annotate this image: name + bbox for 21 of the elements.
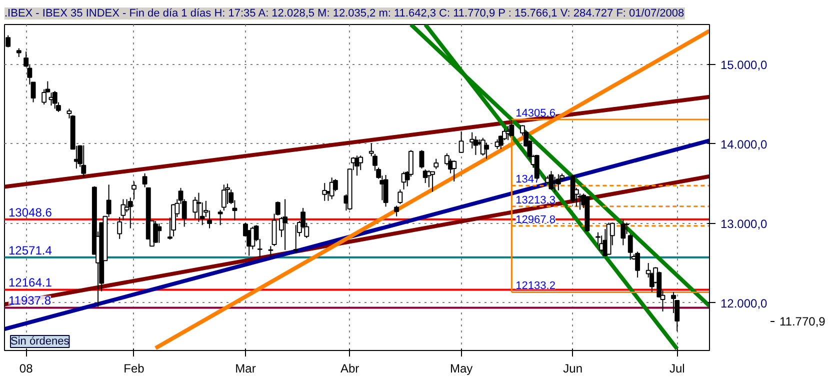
x-tick-label: Feb bbox=[124, 362, 145, 376]
series-label: 12133.2 bbox=[516, 280, 556, 292]
x-tick-label: 08 bbox=[19, 362, 34, 376]
series-label: 12967.8 bbox=[516, 214, 556, 226]
ref-line-label: 11937.8 bbox=[8, 294, 52, 308]
y-tick-label: 13.000,0 bbox=[720, 216, 768, 231]
y-tick-label: 14.000,0 bbox=[720, 137, 768, 152]
ref-line-label: 13048.6 bbox=[8, 205, 52, 220]
x-tick-label: Abr bbox=[340, 362, 360, 376]
ref-line-label: 12571.4 bbox=[8, 243, 52, 258]
chart-title: .IBEX - IBEX 35 INDEX - Fin de día 1 días H: 17:35 A: 12.028,5 M: 12.035,2 m: 11.642,3 C: 11.770,9 P : 15.766,1 V: 284.727 F: 01/07/2008 bbox=[4, 8, 684, 20]
ref-line-label: 12164.1 bbox=[8, 276, 52, 290]
y-tick-label: 15.000,0 bbox=[720, 58, 768, 72]
x-tick-label: May bbox=[450, 362, 473, 376]
text: 11.770,9 bbox=[780, 314, 826, 329]
x-tick-label: Jul bbox=[669, 362, 685, 376]
x-tick-label: Jun bbox=[563, 362, 582, 376]
y-tick-label: 12.000,0 bbox=[720, 296, 768, 310]
series-label: 14305.6 bbox=[516, 107, 556, 120]
x-tick-label: Mar bbox=[235, 362, 256, 376]
series-label: 13213.3 bbox=[516, 194, 556, 206]
